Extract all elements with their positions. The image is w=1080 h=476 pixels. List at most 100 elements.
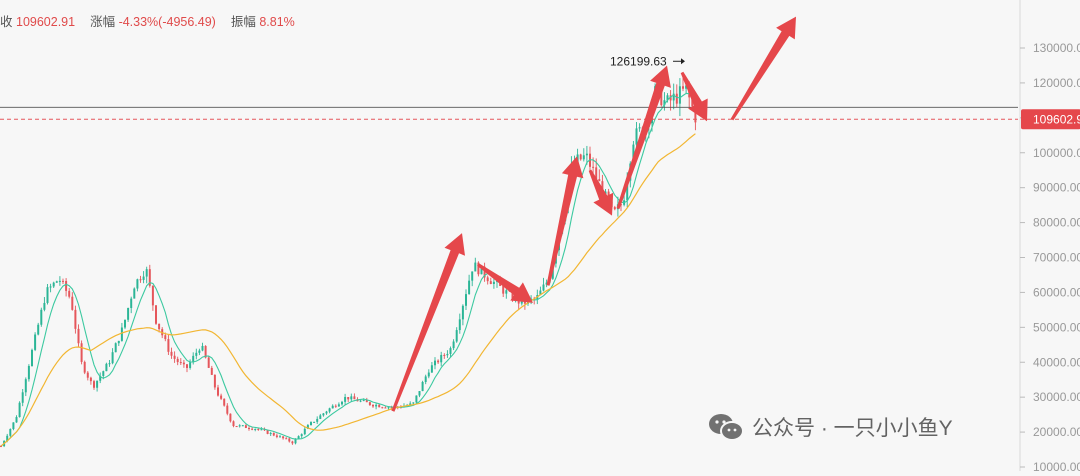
candle [685, 85, 688, 89]
close-value: 109602.91 [16, 15, 76, 29]
current-price-layer [0, 106, 1018, 120]
candle [325, 411, 328, 414]
y-tick-label: 100000.00 [1033, 146, 1080, 160]
candle [213, 374, 216, 388]
candle [663, 100, 666, 106]
candle [337, 404, 340, 407]
candle [353, 396, 356, 400]
annotations-layer: 126199.63 [610, 54, 685, 68]
candle [108, 363, 111, 365]
candle [111, 352, 114, 364]
candle [424, 376, 427, 382]
candle [52, 282, 55, 287]
candle [217, 387, 219, 396]
candle [285, 438, 288, 440]
amplitude-value: 8.81% [259, 15, 295, 29]
candle [167, 339, 170, 352]
candle [229, 413, 232, 422]
candle [313, 421, 316, 423]
candle [235, 426, 238, 428]
candle [691, 97, 694, 107]
candle [34, 334, 37, 350]
y-tick-label: 10000.00 [1033, 460, 1080, 471]
candle [502, 285, 505, 294]
moving-average-layer [0, 92, 696, 447]
candle [142, 276, 145, 280]
candle [257, 428, 260, 430]
candle [486, 277, 489, 282]
candle [89, 377, 92, 382]
candle [182, 362, 185, 365]
candle [372, 404, 374, 407]
trend-arrow [680, 71, 708, 122]
candle [592, 166, 595, 168]
candle [124, 319, 126, 328]
candle [480, 266, 483, 275]
watermark: 公众号 · 一只小小鱼Y [708, 412, 953, 442]
candle [362, 400, 365, 402]
candle [672, 93, 675, 101]
wechat-icon [709, 414, 744, 441]
candle [468, 280, 471, 295]
candle [241, 425, 244, 427]
candle [310, 422, 312, 426]
candle [155, 305, 157, 324]
candle [465, 294, 467, 306]
candle [430, 365, 433, 373]
candle [83, 361, 86, 373]
candle [49, 286, 52, 288]
candle [319, 415, 322, 419]
candle [272, 433, 275, 436]
candle [434, 360, 436, 366]
candle [331, 405, 334, 409]
candle [638, 127, 641, 129]
candle [297, 436, 300, 440]
trend-arrow [546, 156, 584, 286]
candle [43, 302, 46, 310]
candle [58, 280, 61, 282]
candle [452, 341, 455, 349]
candle [55, 281, 58, 283]
candle [613, 207, 616, 210]
y-tick-label: 130000.00 [1033, 41, 1080, 55]
y-tick-label: 80000.00 [1033, 216, 1080, 230]
y-tick-label: 60000.00 [1033, 285, 1080, 299]
candle [195, 352, 198, 356]
candle [390, 407, 393, 409]
candle [344, 396, 347, 402]
candle [170, 351, 173, 356]
candle [232, 421, 235, 427]
candle [437, 360, 440, 363]
candle [511, 290, 514, 300]
price-info-header: 收 109602.91 涨幅 -4.33%(-4956.49) 振幅 8.81% [0, 11, 295, 30]
candle [21, 392, 24, 403]
candle [350, 396, 353, 400]
watermark-text: 公众号 · 一只小小鱼Y [752, 417, 953, 440]
change-value: -4.33%(-4956.49) [118, 15, 216, 29]
candle [238, 425, 241, 427]
candle [582, 155, 585, 160]
candle [291, 441, 294, 444]
candle [251, 428, 254, 430]
candle [418, 391, 421, 396]
candle [158, 323, 161, 330]
candle [365, 400, 368, 403]
candle [6, 435, 9, 441]
trend-arrow [477, 263, 533, 303]
candle [186, 364, 188, 368]
candle [545, 282, 548, 285]
candle [93, 381, 95, 388]
candle [148, 269, 151, 286]
candle [260, 429, 263, 431]
candle [15, 417, 18, 423]
candle [492, 281, 495, 284]
axis-background [1020, 0, 1080, 471]
candle [669, 95, 672, 101]
candle [77, 328, 80, 344]
candle [201, 345, 204, 351]
candle [415, 395, 418, 403]
candle [62, 280, 64, 282]
candle [322, 413, 325, 416]
